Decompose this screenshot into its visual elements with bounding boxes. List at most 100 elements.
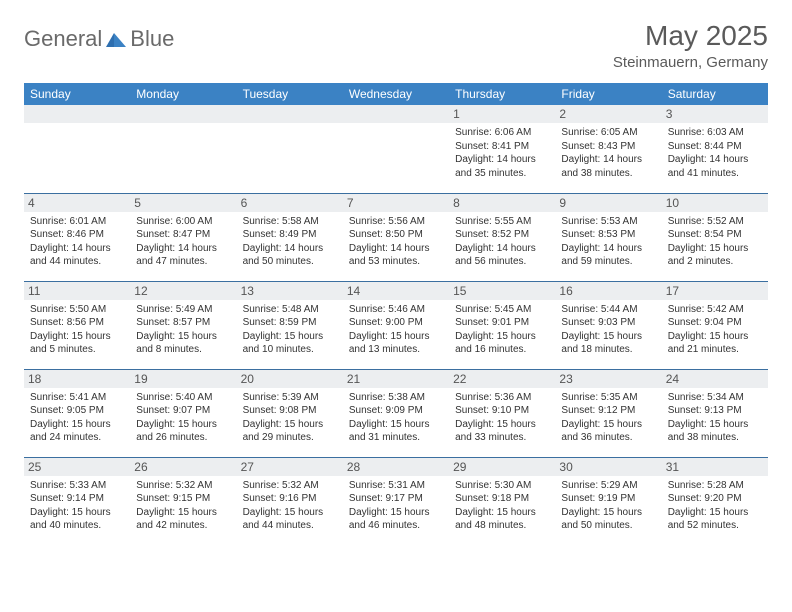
sunset-text: Sunset: 8:47 PM <box>136 228 230 242</box>
day-details: Sunrise: 5:46 AMSunset: 9:00 PMDaylight:… <box>349 303 443 357</box>
day-details: Sunrise: 5:34 AMSunset: 9:13 PMDaylight:… <box>668 391 762 445</box>
calendar-day-cell <box>24 105 130 193</box>
weekday-header: Thursday <box>449 83 555 105</box>
sunset-text: Sunset: 9:13 PM <box>668 404 762 418</box>
sunset-text: Sunset: 9:01 PM <box>455 316 549 330</box>
daylight-text: Daylight: 15 hours and 31 minutes. <box>349 418 443 445</box>
daylight-text: Daylight: 15 hours and 40 minutes. <box>30 506 124 533</box>
day-details: Sunrise: 5:39 AMSunset: 9:08 PMDaylight:… <box>243 391 337 445</box>
sunset-text: Sunset: 9:16 PM <box>243 492 337 506</box>
sunset-text: Sunset: 8:53 PM <box>561 228 655 242</box>
header: General Blue May 2025 Steinmauern, Germa… <box>24 20 768 71</box>
day-number: 20 <box>237 370 343 388</box>
sunset-text: Sunset: 8:50 PM <box>349 228 443 242</box>
day-number: 3 <box>662 105 768 123</box>
calendar-header-row: Sunday Monday Tuesday Wednesday Thursday… <box>24 83 768 105</box>
calendar-day-cell: 1Sunrise: 6:06 AMSunset: 8:41 PMDaylight… <box>449 105 555 193</box>
day-details: Sunrise: 5:29 AMSunset: 9:19 PMDaylight:… <box>561 479 655 533</box>
daylight-text: Daylight: 15 hours and 8 minutes. <box>136 330 230 357</box>
sunrise-text: Sunrise: 6:06 AM <box>455 126 549 140</box>
day-number: 30 <box>555 458 661 476</box>
daylight-text: Daylight: 14 hours and 53 minutes. <box>349 242 443 269</box>
sunrise-text: Sunrise: 5:32 AM <box>136 479 230 493</box>
daylight-text: Daylight: 15 hours and 46 minutes. <box>349 506 443 533</box>
daylight-text: Daylight: 14 hours and 38 minutes. <box>561 153 655 180</box>
day-number: 10 <box>662 194 768 212</box>
daylight-text: Daylight: 15 hours and 16 minutes. <box>455 330 549 357</box>
daylight-text: Daylight: 14 hours and 41 minutes. <box>668 153 762 180</box>
daylight-text: Daylight: 15 hours and 42 minutes. <box>136 506 230 533</box>
day-details: Sunrise: 6:05 AMSunset: 8:43 PMDaylight:… <box>561 126 655 180</box>
daylight-text: Daylight: 14 hours and 59 minutes. <box>561 242 655 269</box>
logo: General Blue <box>24 26 174 52</box>
day-number: 27 <box>237 458 343 476</box>
daylight-text: Daylight: 15 hours and 24 minutes. <box>30 418 124 445</box>
day-details: Sunrise: 5:40 AMSunset: 9:07 PMDaylight:… <box>136 391 230 445</box>
sunrise-text: Sunrise: 5:40 AM <box>136 391 230 405</box>
day-number: 1 <box>449 105 555 123</box>
day-number <box>343 105 449 123</box>
day-details: Sunrise: 5:44 AMSunset: 9:03 PMDaylight:… <box>561 303 655 357</box>
calendar-body: 1 Sunrise: 6:06 AMSunset: 8:41 PM Daylight… <box>24 105 768 545</box>
calendar-day-cell: 21Sunrise: 5:38 AMSunset: 9:09 PMDayligh… <box>343 369 449 457</box>
calendar-day-cell: 2Sunrise: 6:05 AMSunset: 8:43 PMDaylight… <box>555 105 661 193</box>
day-details: Sunrise: 5:32 AMSunset: 9:15 PMDaylight:… <box>136 479 230 533</box>
daylight-text: Daylight: 15 hours and 52 minutes. <box>668 506 762 533</box>
day-number: 23 <box>555 370 661 388</box>
calendar-week-row: 4Sunrise: 6:01 AMSunset: 8:46 PMDaylight… <box>24 193 768 281</box>
calendar-week-row: 25Sunrise: 5:33 AMSunset: 9:14 PMDayligh… <box>24 457 768 545</box>
weekday-header: Wednesday <box>343 83 449 105</box>
calendar-day-cell: 5Sunrise: 6:00 AMSunset: 8:47 PMDaylight… <box>130 193 236 281</box>
sunset-text: Sunset: 8:41 PM <box>455 140 549 154</box>
sunrise-text: Sunrise: 5:35 AM <box>561 391 655 405</box>
day-details: Sunrise: 5:45 AMSunset: 9:01 PMDaylight:… <box>455 303 549 357</box>
day-number: 7 <box>343 194 449 212</box>
calendar-day-cell: 19 Sunrise: 5:40 AMSunset: 9:07 PMDayligh… <box>130 369 236 457</box>
day-details: Sunrise: 6:00 AMSunset: 8:47 PMDaylight:… <box>136 215 230 269</box>
calendar-day-cell: 4Sunrise: 6:01 AMSunset: 8:46 PMDaylight… <box>24 193 130 281</box>
sunrise-text: Sunrise: 6:01 AM <box>30 215 124 229</box>
sunrise-text: Sunrise: 5:41 AM <box>30 391 124 405</box>
daylight-text: Daylight: 15 hours and 33 minutes. <box>455 418 549 445</box>
day-details: Sunrise: 5:48 AMSunset: 8:59 PMDaylight:… <box>243 303 337 357</box>
sunrise-text: Sunrise: 5:44 AM <box>561 303 655 317</box>
day-number <box>130 105 236 123</box>
daylight-text: Daylight: 15 hours and 26 minutes. <box>136 418 230 445</box>
calendar-day-cell: 7 Sunrise: 5:56 AMSunset: 8:50 PMDaylight… <box>343 193 449 281</box>
sunset-text: Sunset: 9:19 PM <box>561 492 655 506</box>
day-number: 11 <box>24 282 130 300</box>
sunset-text: Sunset: 8:56 PM <box>30 316 124 330</box>
day-details: Sunrise: 5:38 AMSunset: 9:09 PMDaylight:… <box>349 391 443 445</box>
sunset-text: Sunset: 9:07 PM <box>136 404 230 418</box>
day-details: Sunrise: 5:49 AMSunset: 8:57 PMDaylight:… <box>136 303 230 357</box>
sunset-text: Sunset: 9:09 PM <box>349 404 443 418</box>
sunset-text: Sunset: 8:59 PM <box>243 316 337 330</box>
day-details: Sunrise: 5:32 AMSunset: 9:16 PMDaylight:… <box>243 479 337 533</box>
day-details: Sunrise: 5:30 AMSunset: 9:18 PMDaylight:… <box>455 479 549 533</box>
sunset-text: Sunset: 8:49 PM <box>243 228 337 242</box>
sunrise-text: Sunrise: 5:28 AM <box>668 479 762 493</box>
daylight-text: Daylight: 14 hours and 47 minutes. <box>136 242 230 269</box>
day-details: Sunrise: 5:56 AMSunset: 8:50 PMDaylight:… <box>349 215 443 269</box>
calendar-day-cell: 3Sunrise: 6:03 AMSunset: 8:44 PMDaylight… <box>662 105 768 193</box>
daylight-text: Daylight: 15 hours and 18 minutes. <box>561 330 655 357</box>
sunrise-text: Sunrise: 5:56 AM <box>349 215 443 229</box>
calendar-day-cell <box>130 105 236 193</box>
calendar-day-cell: 20 Sunrise: 5:39 AMSunset: 9:08 PMDayligh… <box>237 369 343 457</box>
day-details: Sunrise: 5:31 AMSunset: 9:17 PMDaylight:… <box>349 479 443 533</box>
daylight-text: Daylight: 15 hours and 48 minutes. <box>455 506 549 533</box>
daylight-text: Daylight: 15 hours and 13 minutes. <box>349 330 443 357</box>
day-number: 19 <box>130 370 236 388</box>
location: Steinmauern, Germany <box>613 54 768 71</box>
daylight-text: Daylight: 15 hours and 2 minutes. <box>668 242 762 269</box>
daylight-text: Daylight: 15 hours and 38 minutes. <box>668 418 762 445</box>
weekday-header: Tuesday <box>237 83 343 105</box>
sunrise-text: Sunrise: 5:30 AM <box>455 479 549 493</box>
day-number: 6 <box>237 194 343 212</box>
calendar-day-cell <box>343 105 449 193</box>
weekday-header: Friday <box>555 83 661 105</box>
day-number: 13 <box>237 282 343 300</box>
calendar-day-cell: 11Sunrise: 5:50 AMSunset: 8:56 PMDayligh… <box>24 281 130 369</box>
day-details: Sunrise: 5:36 AMSunset: 9:10 PMDaylight:… <box>455 391 549 445</box>
day-number <box>24 105 130 123</box>
